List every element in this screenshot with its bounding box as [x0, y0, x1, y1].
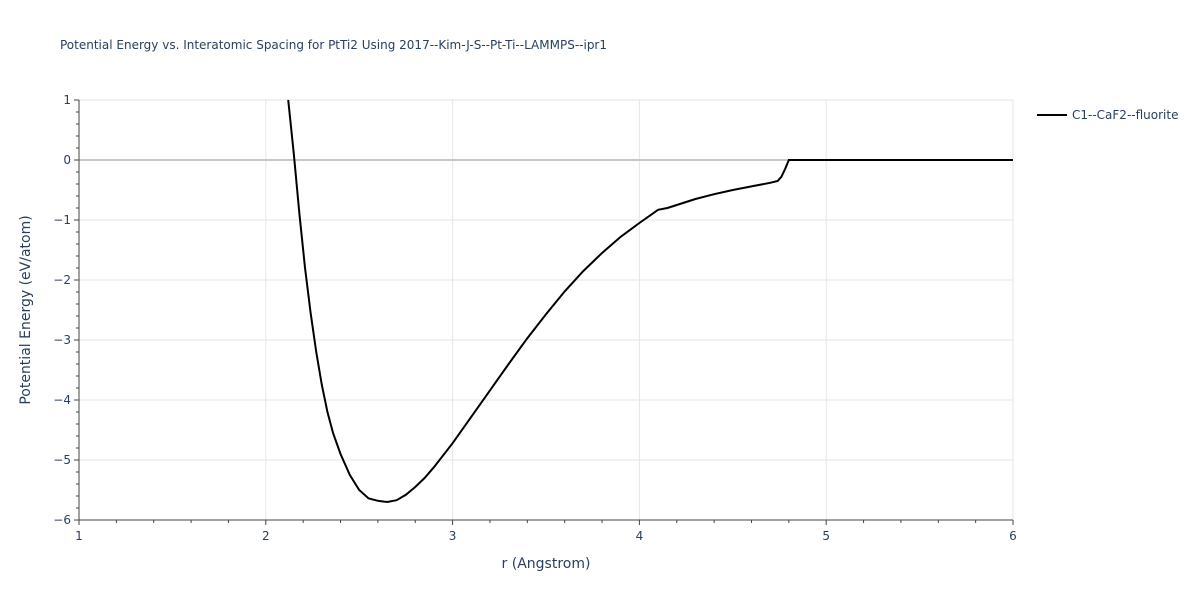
y-tick-label: −6 — [53, 513, 71, 527]
x-tick-label: 6 — [1009, 529, 1017, 543]
y-tick-label: −1 — [53, 213, 71, 227]
x-axis-title: r (Angstrom) — [502, 556, 591, 572]
grid — [79, 99, 1014, 520]
legend[interactable]: C1--CaF2--fluorite — [1037, 108, 1178, 122]
y-tick-label: −3 — [53, 333, 71, 347]
y-axis-title: Potential Energy (eV/atom) — [18, 215, 34, 404]
x-tick-label: 4 — [636, 529, 644, 543]
x-tick-label: 2 — [262, 529, 270, 543]
x-tick-label: 3 — [449, 529, 457, 543]
y-tick-label: 1 — [63, 93, 71, 107]
y-tick-label: 0 — [63, 153, 71, 167]
y-tick-label: −2 — [53, 273, 71, 287]
x-tick-label: 5 — [822, 529, 830, 543]
series-line[interactable] — [287, 99, 1013, 504]
tick-labels: 1 2 3 4 5 6 1 0 −1 −2 −3 −4 −5 −6 — [53, 93, 1017, 543]
x-tick-label: 1 — [75, 529, 83, 543]
y-tick-label: −4 — [53, 393, 71, 407]
chart-title: Potential Energy vs. Interatomic Spacing… — [60, 38, 608, 52]
y-tick-label: −5 — [53, 453, 71, 467]
series-layer — [287, 99, 1013, 504]
axes — [74, 99, 1014, 525]
legend-label: C1--CaF2--fluorite — [1072, 108, 1178, 122]
